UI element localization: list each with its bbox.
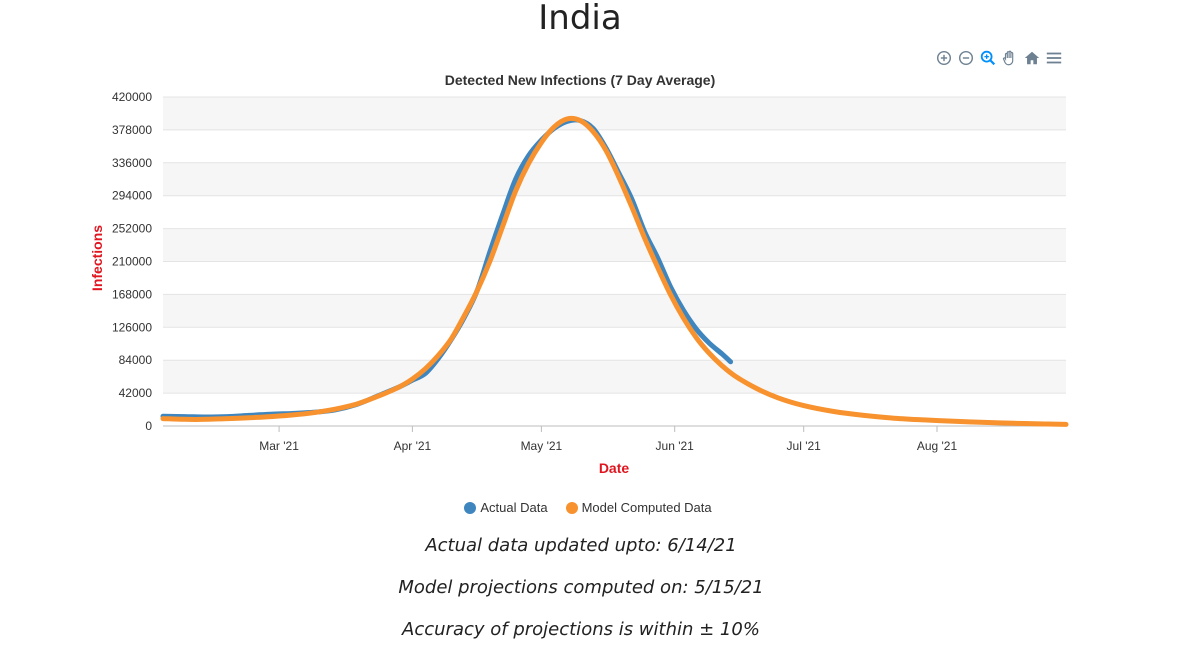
legend-label-actual: Actual Data bbox=[480, 500, 548, 515]
y-tick-label: 336000 bbox=[112, 156, 152, 170]
x-axis-title: Date bbox=[599, 460, 630, 476]
x-tick-label: Apr '21 bbox=[394, 439, 432, 453]
y-axis-title: Infections bbox=[89, 225, 105, 291]
chart-toolbar bbox=[934, 48, 1064, 68]
y-axis: 0 42000 84000 126000 168000 210000 252000 29400… bbox=[112, 90, 152, 433]
zoom-in-icon[interactable] bbox=[934, 48, 954, 68]
zoom-out-icon[interactable] bbox=[956, 48, 976, 68]
model-computed-note: Model projections computed on: 5/15/21 bbox=[398, 577, 764, 598]
y-tick-label: 210000 bbox=[112, 255, 152, 269]
series-model-computed bbox=[160, 115, 1069, 427]
page-title: India bbox=[538, 0, 622, 38]
legend-item-model[interactable]: Model Computed Data bbox=[565, 500, 712, 515]
grid-band bbox=[163, 360, 1066, 394]
series-layer bbox=[160, 115, 1069, 427]
accuracy-note: Accuracy of projections is within ± 10% bbox=[402, 619, 760, 640]
chart-title: Detected New Infections (7 Day Average) bbox=[445, 72, 716, 88]
grid-band bbox=[163, 294, 1066, 328]
selection-zoom-icon[interactable] bbox=[978, 48, 998, 68]
grid bbox=[163, 96, 1066, 427]
grid-band bbox=[163, 228, 1066, 262]
y-tick-label: 378000 bbox=[112, 123, 152, 137]
x-tick-label: Mar '21 bbox=[259, 439, 299, 453]
grid-band bbox=[163, 97, 1066, 130]
y-tick-label: 168000 bbox=[112, 287, 152, 301]
chart-legend: Actual Data Model Computed Data bbox=[0, 500, 1176, 515]
pan-hand-icon[interactable] bbox=[1000, 48, 1020, 68]
y-tick-label: 294000 bbox=[112, 189, 152, 203]
data-updated-note: Actual data updated upto: 6/14/21 bbox=[425, 535, 737, 556]
legend-marker-model bbox=[565, 501, 578, 514]
infections-chart: Detected New Infections (7 Day Average) … bbox=[89, 72, 1069, 476]
y-tick-label: 126000 bbox=[112, 320, 152, 334]
x-tick-label: Jul '21 bbox=[787, 439, 822, 453]
x-axis: Mar '21 Apr '21 May '21 Jun '21 Jul '21 Aug '… bbox=[163, 425, 1066, 453]
y-tick-label: 0 bbox=[145, 419, 152, 433]
menu-icon[interactable] bbox=[1044, 48, 1064, 68]
x-tick-label: Jun '21 bbox=[656, 439, 695, 453]
y-tick-label: 420000 bbox=[112, 90, 152, 104]
x-tick-label: Aug '21 bbox=[917, 439, 958, 453]
x-tick-label: May '21 bbox=[521, 439, 563, 453]
legend-label-model: Model Computed Data bbox=[581, 500, 712, 515]
y-tick-label: 252000 bbox=[112, 222, 152, 236]
y-tick-label: 42000 bbox=[119, 386, 153, 400]
reset-home-icon[interactable] bbox=[1022, 48, 1042, 68]
y-tick-label: 84000 bbox=[119, 353, 153, 367]
legend-marker-actual bbox=[464, 501, 477, 514]
legend-item-actual[interactable]: Actual Data bbox=[464, 500, 548, 515]
